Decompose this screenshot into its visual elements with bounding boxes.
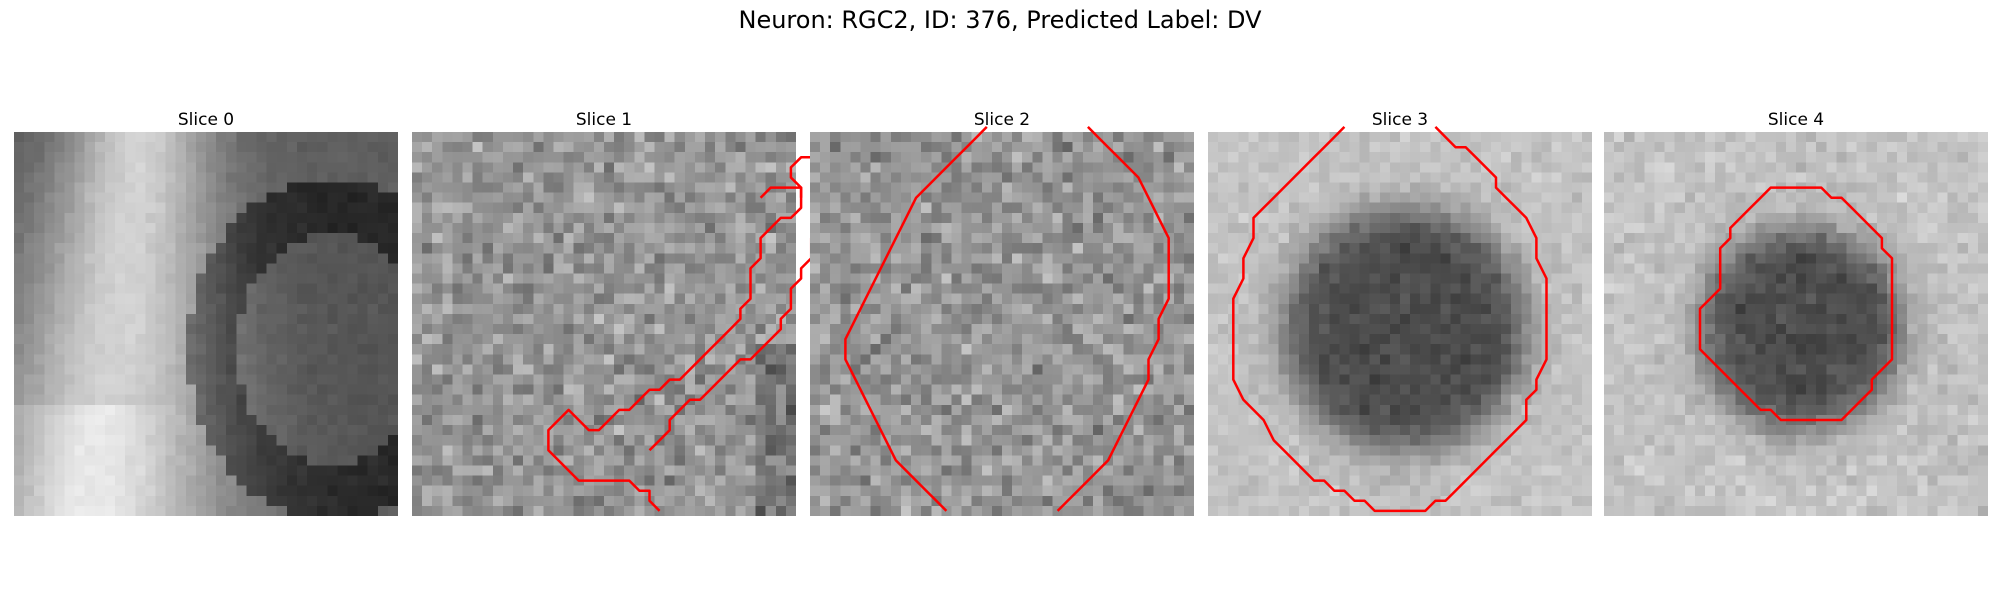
slice-grayscale — [1604, 132, 1988, 516]
slice-panel-1: Slice 1 — [412, 108, 833, 516]
contour-line — [1232, 126, 1548, 513]
slice-title: Slice 0 — [177, 110, 235, 130]
slice-grayscale — [1208, 132, 1592, 516]
contour-line — [1056, 126, 1170, 512]
slice-image — [14, 132, 398, 516]
slice-image — [1208, 126, 1592, 516]
slice-title: Slice 4 — [1767, 110, 1825, 130]
slice-grayscale — [14, 132, 398, 516]
contour-line — [1698, 186, 1894, 422]
slice-image — [412, 132, 833, 516]
slice-title: Slice 1 — [575, 110, 633, 130]
slice-title: Slice 3 — [1371, 110, 1429, 130]
contour-overlay — [14, 132, 398, 516]
slice-grayscale — [810, 132, 1194, 516]
contour-line — [547, 156, 833, 512]
contour-line — [759, 186, 803, 199]
slice-image — [1604, 132, 1988, 516]
slice-panel-2: Slice 2 — [810, 108, 1194, 516]
contour-overlay — [1232, 126, 1548, 513]
slice-panel-4: Slice 4 — [1604, 108, 1988, 516]
contour-overlay — [547, 156, 833, 512]
slice-title: Slice 2 — [973, 110, 1031, 130]
slice-grayscale — [412, 132, 796, 516]
figure-title: Neuron: RGC2, ID: 376, Predicted Label: … — [738, 6, 1262, 34]
slice-image — [810, 126, 1194, 516]
contour-line — [844, 126, 988, 512]
slice-panel-0: Slice 0 — [14, 108, 398, 516]
contour-overlay — [1698, 186, 1894, 422]
slice-panel-3: Slice 3 — [1208, 108, 1592, 516]
contour-overlay — [844, 126, 1170, 512]
